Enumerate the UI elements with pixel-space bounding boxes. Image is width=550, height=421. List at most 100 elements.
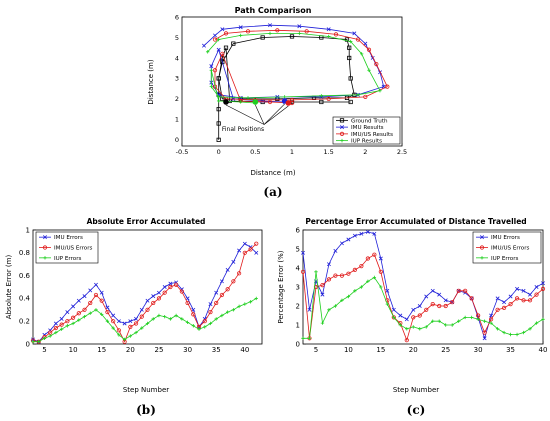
chart-c-series-iup-errors-point (476, 317, 480, 321)
chart-c-tick-labels: 5 10 15 20 25 30 35 40 0 1 2 3 4 5 6 (296, 226, 548, 354)
chart-b-plot-area (30, 229, 263, 345)
chart-a-series-iup-results-point (367, 68, 371, 72)
chart-c-series-imu-us-errors-point (495, 307, 500, 312)
chart-c-series-iup-errors-line (303, 271, 544, 339)
chart-c-series-imu-errors-point (541, 281, 545, 286)
chart-a-series-ground-truth-point (347, 45, 352, 50)
chart-c-series-iup-errors-point (366, 279, 370, 283)
chart-c-xlabel: Step Number (393, 386, 439, 394)
chart-a-annotation-arrow (255, 104, 265, 125)
chart-b-xtick-label: 30 (183, 346, 192, 354)
chart-a-series-iup-results-point (238, 33, 243, 38)
chart-a-series-iup-results-point (205, 50, 210, 54)
chart-a-series-imu-results-point (213, 33, 217, 38)
chart-b-xtick-label: 35 (212, 346, 221, 354)
chart-b-legend-label-imu-errors: IMU Errors (54, 235, 83, 241)
chart-c-series-iup-errors-point (379, 285, 383, 289)
chart-b-series-iup-errors-line (33, 298, 257, 343)
chart-b-series-iup-errors-point (197, 327, 201, 331)
chart-b-series-iup-errors-point (254, 296, 258, 301)
chart-b-series-iup-errors-point (243, 302, 247, 306)
chart-b-series-imu-us-errors-point (116, 328, 121, 333)
chart-b-legend-marker-imu-errors (43, 235, 47, 240)
chart-b-series-iup-errors-point (37, 340, 41, 344)
chart-b-series-imu-errors-point (162, 285, 167, 289)
chart-c-series-imu-errors-point (508, 294, 513, 299)
caption-c: (c) (407, 403, 426, 417)
chart-c-series-iup-errors-point (437, 319, 441, 323)
chart-c-series-imu-us-errors-point (534, 292, 539, 297)
chart-c-series-iup-errors-point (424, 325, 428, 329)
chart-b-series-imu-errors-point (242, 241, 247, 246)
chart-b-legend-marker-iup-errors (43, 256, 47, 260)
chart-a-series-imu-us-results-point (333, 32, 339, 37)
chart-c-series-imu-errors-point (385, 288, 390, 293)
chart-c-legend: IMU Errors IMU/US Errors IUP Errors (472, 231, 542, 264)
chart-c-series-iup-errors-point (392, 315, 396, 320)
chart-c-legend-label-imu-errors: IMU Errors (491, 235, 520, 241)
chart-b-series-imu-us-errors-point (133, 321, 139, 326)
chart-b-series-imu-errors-point (231, 259, 236, 264)
chart-c-series-iup-errors-point (508, 332, 513, 337)
chart-c-series-imu-errors-point (482, 336, 487, 341)
chart-a-series-imu-us-results-point (212, 68, 218, 73)
chart-b-ytick-label: 0.4 (19, 295, 31, 303)
chart-c-series-imu-us-errors-point (437, 303, 442, 309)
chart-c-series-imu-errors-point (443, 298, 448, 303)
chart-a-legend-label-iup-results: IUP Results (351, 139, 382, 145)
chart-a-ytick-label: 5 (175, 34, 179, 42)
chart-c-legend-label-iup-errors: IUP Errors (491, 256, 519, 262)
chart-c-series-imu-us-errors-point (359, 263, 364, 269)
chart-c-series-imu-us-errors-point (501, 305, 507, 310)
chart-c-series-imu-errors-point (301, 250, 305, 255)
chart-b-xtick-label: 10 (69, 346, 78, 354)
chart-b-series-imu-us-errors-point (76, 311, 81, 316)
chart-b-series-imu-us-errors-point (219, 292, 225, 298)
chart-a-legend-marker-imu-results (340, 125, 344, 130)
chart-b-series-iup-errors-point (88, 311, 92, 315)
chart-b-series-iup-errors-point (59, 327, 64, 331)
chart-c-series-imu-us-errors-point (450, 300, 455, 305)
chart-a-series-iup-results-point (282, 95, 287, 99)
chart-c-series-iup-errors-point (314, 270, 318, 274)
chart-a-series-imu-results-point (220, 27, 225, 32)
chart-a-legend-label-ground-truth: Ground Truth (351, 118, 388, 124)
chart-b-series-imu-errors-point (134, 316, 139, 321)
chart-b-series-imu-us-errors-point (214, 300, 219, 306)
chart-c-xtick-label: 25 (441, 346, 450, 354)
chart-b-series-iup-errors-point (237, 304, 241, 309)
chart-a-annotation-arrow (263, 105, 289, 125)
chart-b-series-imu-us-errors-point (65, 319, 70, 324)
chart-c-series-imu-errors-point (521, 288, 526, 293)
chart-a-ytick-label: 3 (175, 75, 179, 83)
chart-b-series-imu-us-errors-point (208, 309, 213, 315)
chart-a-series-imu-us-results-point (223, 31, 229, 36)
chart-c-series-imu-us-errors-point (404, 338, 409, 343)
chart-c-legend-marker-imu-errors (480, 235, 484, 240)
chart-b-series-imu-us-errors-point (168, 284, 173, 290)
chart-a-series-imu-us-results-line (214, 29, 388, 104)
chart-b-series-iup-errors-point (54, 330, 58, 335)
chart-a-series-iup-results-point (359, 52, 364, 56)
chart-c-series-imu-us-errors-point (482, 330, 487, 335)
chart-c-series-imu-errors-point (495, 296, 500, 301)
chart-b-series-imu-us-errors-point (242, 250, 247, 255)
chart-b-xtick-label: 20 (126, 346, 135, 354)
chart-c-series-imu-errors-point (365, 229, 370, 234)
chart-a-series-ground-truth-point (216, 121, 221, 126)
chart-c-series-imu-us-errors-point (424, 307, 429, 312)
chart-b-series-imu-errors-point (116, 319, 121, 324)
chart-b-series-iup-errors-point (111, 326, 115, 330)
chart-c-series-iup-errors-point (502, 330, 506, 335)
chart-c-series-iup-errors-point (333, 304, 338, 308)
chart-c-legend-marker-iup-errors (480, 256, 484, 260)
chart-c-xtick-label: 35 (506, 346, 515, 354)
chart-c-series-iup-errors-point (528, 327, 532, 331)
chart-b-series-imu-us-errors-point (105, 309, 110, 315)
chart-a-series-imu-us-results-point (304, 29, 309, 34)
chart-b-series-iup-errors-point (82, 314, 87, 319)
chart-b-series-imu-errors-point (237, 248, 242, 253)
chart-b-series-iup-errors-point (225, 310, 230, 314)
chart-b-series-imu-errors-point (156, 290, 161, 295)
